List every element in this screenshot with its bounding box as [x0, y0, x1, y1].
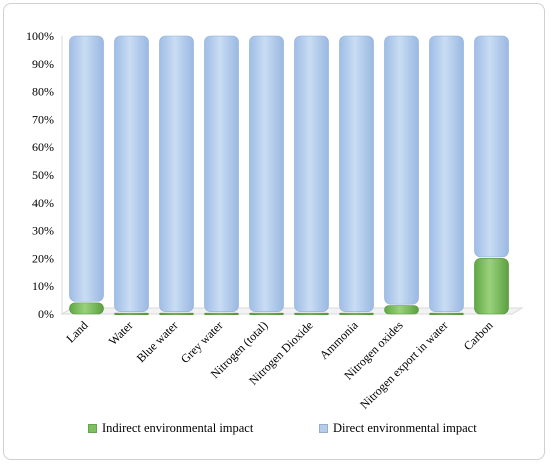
bar-indirect	[249, 312, 284, 315]
x-category-label: Water	[106, 318, 136, 348]
legend-item-indirect: Indirect environmental impact	[88, 421, 253, 436]
bar-direct	[474, 35, 509, 258]
x-category-label: Land	[63, 318, 90, 345]
bar-indirect	[384, 305, 419, 315]
bar-indirect	[429, 312, 464, 315]
y-tick-label: 0%	[38, 307, 54, 321]
legend-label-indirect: Indirect environmental impact	[102, 421, 254, 435]
bar-indirect	[114, 312, 149, 315]
bar-direct	[429, 35, 464, 312]
y-tick-label: 100%	[26, 29, 54, 43]
bar-indirect	[339, 312, 374, 315]
y-tick-label: 20%	[32, 251, 54, 265]
bar-indirect	[69, 302, 104, 315]
y-tick-label: 30%	[32, 224, 54, 238]
legend-swatch-indirect	[88, 424, 97, 433]
x-category-label: Carbon	[461, 318, 496, 353]
bar-indirect	[474, 258, 509, 315]
bar-direct	[294, 35, 329, 312]
bar-direct	[114, 35, 149, 312]
bar-indirect	[159, 312, 194, 315]
y-tick-label: 10%	[32, 279, 54, 293]
bar-indirect	[204, 312, 239, 315]
y-tick-label: 40%	[32, 196, 54, 210]
bar-direct	[339, 35, 374, 312]
y-tick-label: 80%	[32, 85, 54, 99]
bar-direct	[204, 35, 239, 312]
legend-label-direct: Direct environmental impact	[333, 421, 477, 435]
bar-direct	[159, 35, 194, 312]
bar-layer	[69, 35, 509, 315]
x-category-label: Nitrogen export in water	[357, 318, 451, 412]
bar-direct	[69, 35, 104, 302]
x-category-label: Blue water	[134, 318, 181, 365]
y-tick-label: 50%	[32, 168, 54, 182]
legend-item-direct: Direct environmental impact	[319, 421, 477, 436]
bar-indirect	[294, 312, 329, 315]
bar-direct	[384, 35, 419, 305]
legend-swatch-direct	[319, 424, 328, 433]
x-category-label: Grey water	[178, 318, 226, 366]
x-category-label: Ammonia	[317, 318, 361, 362]
y-tick-label: 70%	[32, 112, 54, 126]
y-tick-label: 90%	[32, 57, 54, 71]
bar-direct	[249, 35, 284, 312]
y-tick-label: 60%	[32, 140, 54, 154]
